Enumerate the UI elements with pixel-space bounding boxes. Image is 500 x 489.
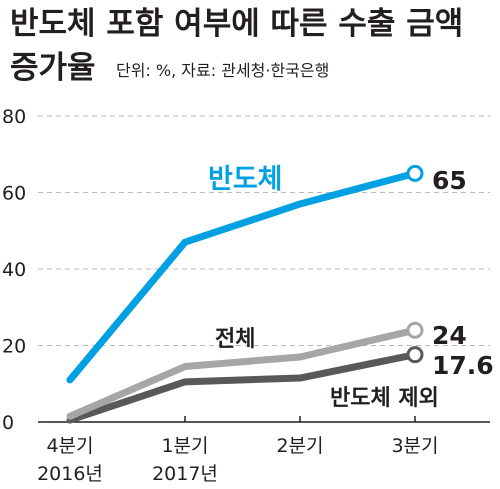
- x-tick-year-1: 2017년: [152, 463, 218, 485]
- y-tick-label-80: 80: [2, 106, 26, 128]
- y-tick-label-20: 20: [2, 336, 26, 358]
- series-line-1: [66, 326, 419, 420]
- series-line-2: [66, 351, 419, 424]
- chart-source: 단위: %, 자료: 관세청·한국은행: [116, 61, 329, 80]
- series-layer: [66, 164, 424, 424]
- x-tick-year-0: 2016년: [37, 463, 103, 485]
- x-tick-label-3: 3분기: [391, 435, 438, 457]
- chart-title-line1: 반도체 포함 여부에 따른 수출 금액: [10, 6, 463, 42]
- x-tick-label-2: 2분기: [276, 435, 323, 457]
- y-tick-label-60: 60: [2, 183, 26, 205]
- series-end-value-2: 17.6: [432, 351, 494, 380]
- y-tick-label-0: 0: [2, 412, 14, 434]
- series-end-value-0: 65: [432, 166, 467, 195]
- series-name-label-1: 전체: [215, 327, 255, 352]
- y-tick-label-40: 40: [2, 259, 26, 281]
- series-end-marker-1: [406, 321, 424, 339]
- chart-title-line2: 증가율: [10, 50, 96, 86]
- series-line-0: [66, 169, 419, 384]
- series-end-value-1: 24: [432, 321, 467, 350]
- series-name-label-0: 반도체: [208, 164, 283, 195]
- x-tick-label-1: 1분기: [161, 435, 208, 457]
- grid-layer: 80 60 40 20 0 4분기 2016년 1분기 2017년 2분기 3분기: [2, 106, 490, 485]
- series-name-label-2: 반도체 제외: [330, 386, 439, 411]
- series-end-marker-0: [406, 164, 424, 182]
- x-tick-label-0: 4분기: [46, 435, 93, 457]
- series-end-marker-2: [406, 346, 424, 364]
